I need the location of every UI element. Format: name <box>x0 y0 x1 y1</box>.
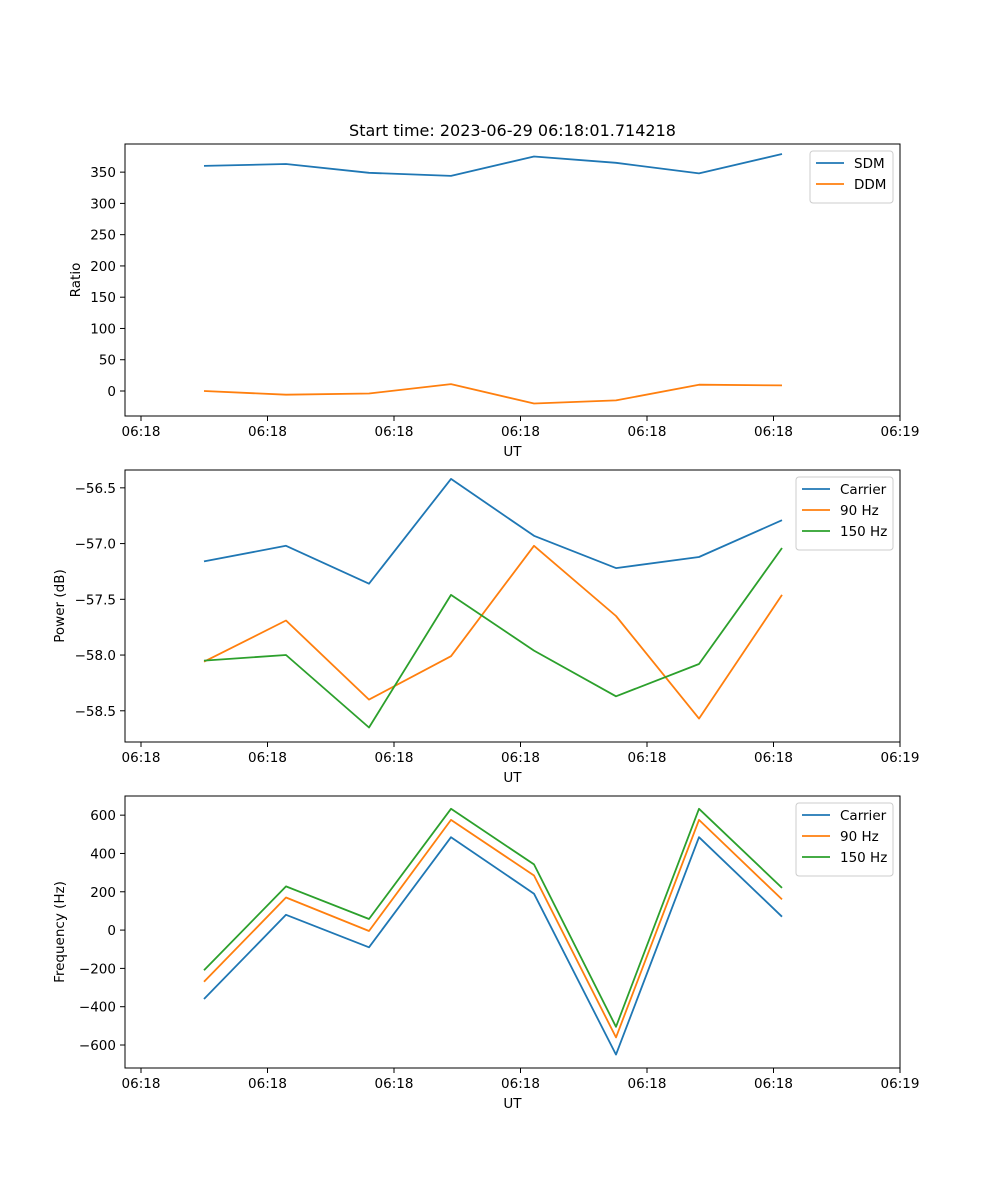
x-tick-label: 06:18 <box>628 750 667 766</box>
chart-panel-3: 06:18 06:18 06:18 06:18 06:18 06:18 06:19 −600 −… <box>52 795 920 1112</box>
x-axis-label: UT <box>503 1096 522 1112</box>
y-tick-label: 0 <box>107 923 116 939</box>
y-tick-label: 0 <box>107 384 116 400</box>
plot-frame <box>124 143 901 417</box>
y-axis-label: Ratio <box>68 263 84 298</box>
x-tick-label: 06:18 <box>122 1076 161 1092</box>
plot-frame <box>124 469 901 743</box>
legend-label: SDM <box>854 156 885 172</box>
legend-label: Carrier <box>840 808 887 824</box>
y-tick-label: 200 <box>90 259 116 275</box>
plot-frame <box>124 795 901 1069</box>
series-line-150-hz <box>203 807 783 1028</box>
x-tick-label: 06:18 <box>754 1076 793 1092</box>
legend-label: 150 Hz <box>840 524 887 540</box>
x-tick-label: 06:18 <box>501 1076 540 1092</box>
y-tick-label: −57.5 <box>75 592 116 608</box>
legend: SDM DDM <box>809 150 894 204</box>
y-tick-label: 350 <box>90 165 116 181</box>
chart-panel-2: 06:18 06:18 06:18 06:18 06:18 06:18 06:19 −58.5… <box>52 469 920 786</box>
chart-title: Start time: 2023-06-29 06:18:01.714218 <box>349 121 676 140</box>
x-tick-label: 06:18 <box>375 424 414 440</box>
y-tick-label: 600 <box>90 808 116 824</box>
x-axis-label: UT <box>503 770 522 786</box>
y-tick-label: 100 <box>90 321 116 337</box>
y-tick-label: 50 <box>99 353 116 369</box>
y-tick-label: −200 <box>79 961 116 977</box>
y-axis-label: Power (dB) <box>52 569 68 642</box>
x-tick-label: 06:18 <box>248 750 287 766</box>
legend: Carrier 90 Hz 150 Hz <box>795 476 894 551</box>
legend-label: DDM <box>854 177 886 193</box>
y-tick-label: 200 <box>90 885 116 901</box>
y-tick-label: 300 <box>90 196 116 212</box>
x-tick-label: 06:18 <box>628 1076 667 1092</box>
legend-label: 90 Hz <box>840 503 879 519</box>
legend-label: 90 Hz <box>840 829 879 845</box>
y-tick-label: −600 <box>79 1038 116 1054</box>
y-tick-label: 250 <box>90 228 116 244</box>
series-line-carrier <box>203 477 783 585</box>
series-line-90-hz <box>203 819 783 1039</box>
series-line-sdm <box>203 153 783 177</box>
y-tick-label: 150 <box>90 290 116 306</box>
x-tick-label: 06:18 <box>248 1076 287 1092</box>
x-axis-label: UT <box>503 444 522 460</box>
y-tick-label: −57.0 <box>75 537 116 553</box>
x-tick-label: 06:19 <box>881 1076 920 1092</box>
x-tick-label: 06:18 <box>501 750 540 766</box>
x-tick-label: 06:18 <box>122 750 161 766</box>
x-tick-label: 06:18 <box>375 1076 414 1092</box>
x-tick-label: 06:18 <box>754 424 793 440</box>
series-line-carrier <box>203 836 783 1056</box>
x-tick-label: 06:18 <box>122 424 161 440</box>
legend: Carrier 90 Hz 150 Hz <box>795 802 894 877</box>
legend-box <box>809 150 894 204</box>
x-tick-label: 06:18 <box>248 424 287 440</box>
x-tick-label: 06:19 <box>881 424 920 440</box>
y-tick-label: −58.5 <box>75 704 116 720</box>
x-tick-label: 06:18 <box>375 750 414 766</box>
series-line-90-hz <box>203 544 783 720</box>
x-tick-label: 06:19 <box>881 750 920 766</box>
y-tick-label: −58.0 <box>75 648 116 664</box>
y-tick-label: −400 <box>79 1000 116 1016</box>
x-tick-label: 06:18 <box>628 424 667 440</box>
chart-panel-1: Start time: 2023-06-29 06:18:01.714218 06… <box>68 121 919 460</box>
y-tick-label: 400 <box>90 846 116 862</box>
x-tick-label: 06:18 <box>754 750 793 766</box>
y-axis-label: Frequency (Hz) <box>52 881 68 983</box>
legend-label: Carrier <box>840 482 887 498</box>
series-line-ddm <box>203 383 783 405</box>
x-tick-label: 06:18 <box>501 424 540 440</box>
series-line-150-hz <box>203 547 783 729</box>
legend-label: 150 Hz <box>840 850 887 866</box>
y-tick-label: −56.5 <box>75 481 116 497</box>
